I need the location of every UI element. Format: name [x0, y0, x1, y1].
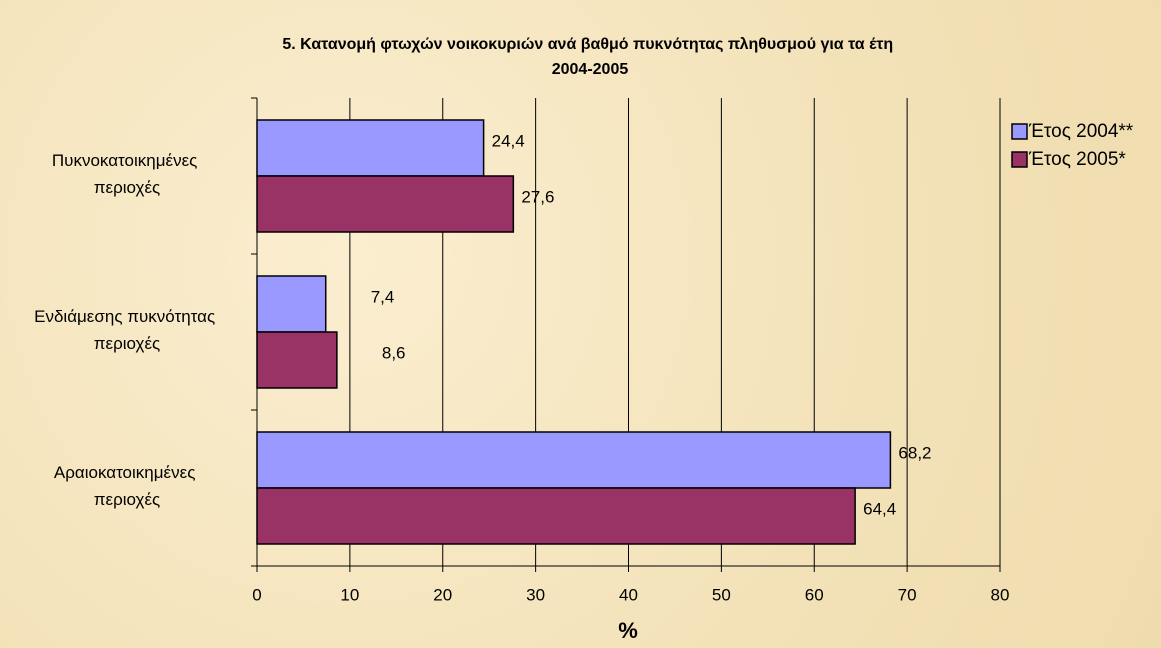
data-label: 64,4 [863, 499, 896, 518]
x-tick-label: 10 [340, 585, 359, 604]
y-tick-label: Ενδιάμεσης πυκνότητας περιοχές [34, 307, 220, 353]
y-tick-label: Αραιοκατοικημένες περιοχές [54, 463, 200, 509]
data-label: 8,6 [382, 343, 406, 362]
legend-label: Έτος 2004** [1028, 121, 1134, 142]
bar [256, 331, 338, 389]
x-tick-label: 20 [433, 585, 452, 604]
chart-title: 5. Κατανομή φτωχών νοικοκυριών ανά βαθμό… [282, 36, 897, 78]
data-label: 7,4 [371, 287, 395, 306]
x-tick-label: 80 [991, 585, 1010, 604]
x-tick-label: 50 [712, 585, 731, 604]
legend-swatch [1011, 123, 1028, 140]
legend-swatch [1011, 151, 1028, 168]
x-tick-label: 70 [898, 585, 917, 604]
legend-label: Έτος 2005* [1028, 149, 1126, 170]
bar [256, 119, 485, 177]
bar [256, 275, 327, 333]
bar [256, 431, 892, 489]
bar [256, 175, 515, 233]
data-label: 27,6 [521, 187, 554, 206]
bar [256, 487, 856, 545]
x-tick-label: 60 [805, 585, 824, 604]
data-label: 24,4 [492, 131, 525, 150]
x-tick-label: 30 [526, 585, 545, 604]
x-axis-label: % [618, 618, 638, 643]
data-label: 68,2 [898, 443, 931, 462]
y-tick-label: Πυκνοκατοικημένες περιοχές [52, 151, 202, 197]
x-tick-label: 0 [252, 585, 261, 604]
x-tick-label: 40 [619, 585, 638, 604]
